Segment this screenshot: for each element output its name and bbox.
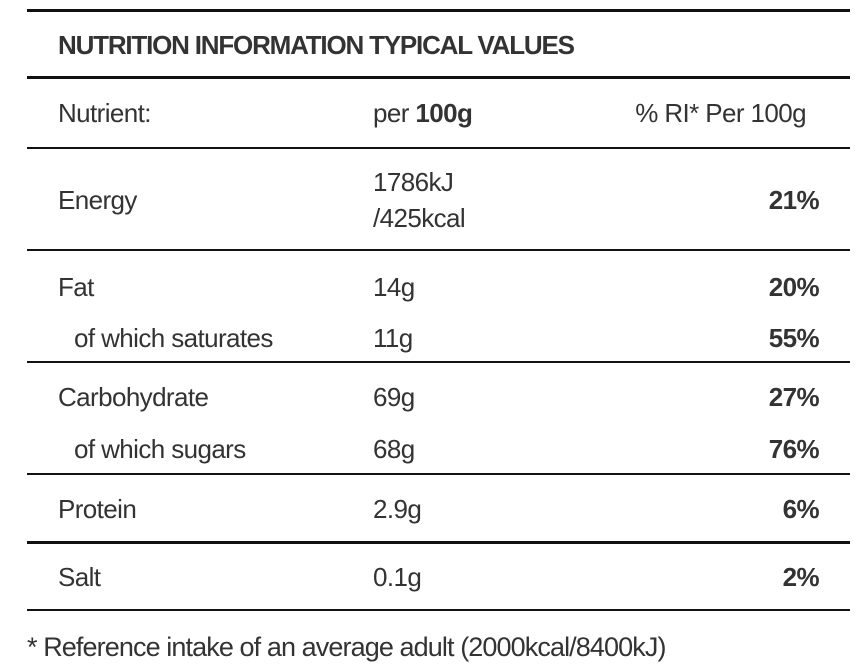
nutrient: of which saturates <box>74 323 273 353</box>
ri-percent: 21% <box>768 185 820 215</box>
ri-percent: 2% <box>782 562 820 592</box>
header-per-amount: 100g <box>415 98 473 128</box>
ri-percent: 27% <box>768 382 820 412</box>
header-ri: % RI* Per 100g <box>635 98 806 128</box>
header-per-label: per <box>373 98 409 128</box>
header-per: per 100g <box>373 96 473 130</box>
per-100g: 11g <box>373 323 413 353</box>
nutrient: Salt <box>58 562 101 592</box>
rule <box>27 76 850 79</box>
per-100g: 1786kJ <box>373 167 454 197</box>
rule <box>27 249 850 251</box>
nutrient: of which sugars <box>74 434 246 464</box>
nutrient: Fat <box>58 272 94 302</box>
table-title: NUTRITION INFORMATION TYPICAL VALUES <box>58 30 575 60</box>
per-100g: 0.1g <box>373 562 422 592</box>
nutrient: Protein <box>58 494 137 524</box>
rule <box>27 541 850 544</box>
nutrient: Energy <box>58 185 137 215</box>
ri-percent: 55% <box>768 323 820 353</box>
per-100g: 68g <box>373 434 415 464</box>
rule <box>27 9 850 12</box>
rule <box>27 147 850 149</box>
footnote: * Reference intake of an average adult (… <box>27 632 666 662</box>
per-100g: 2.9g <box>373 494 422 524</box>
rule <box>27 609 850 611</box>
nutrient: Carbohydrate <box>58 382 209 412</box>
header-nutrient: Nutrient: <box>58 98 151 128</box>
ri-percent: 76% <box>768 434 820 464</box>
per-100g: /425kcal <box>373 203 466 233</box>
rule <box>27 361 850 363</box>
ri-percent: 6% <box>782 494 820 524</box>
rule <box>27 473 850 475</box>
ri-percent: 20% <box>768 272 820 302</box>
per-100g: 69g <box>373 382 415 412</box>
per-100g: 14g <box>373 272 415 302</box>
